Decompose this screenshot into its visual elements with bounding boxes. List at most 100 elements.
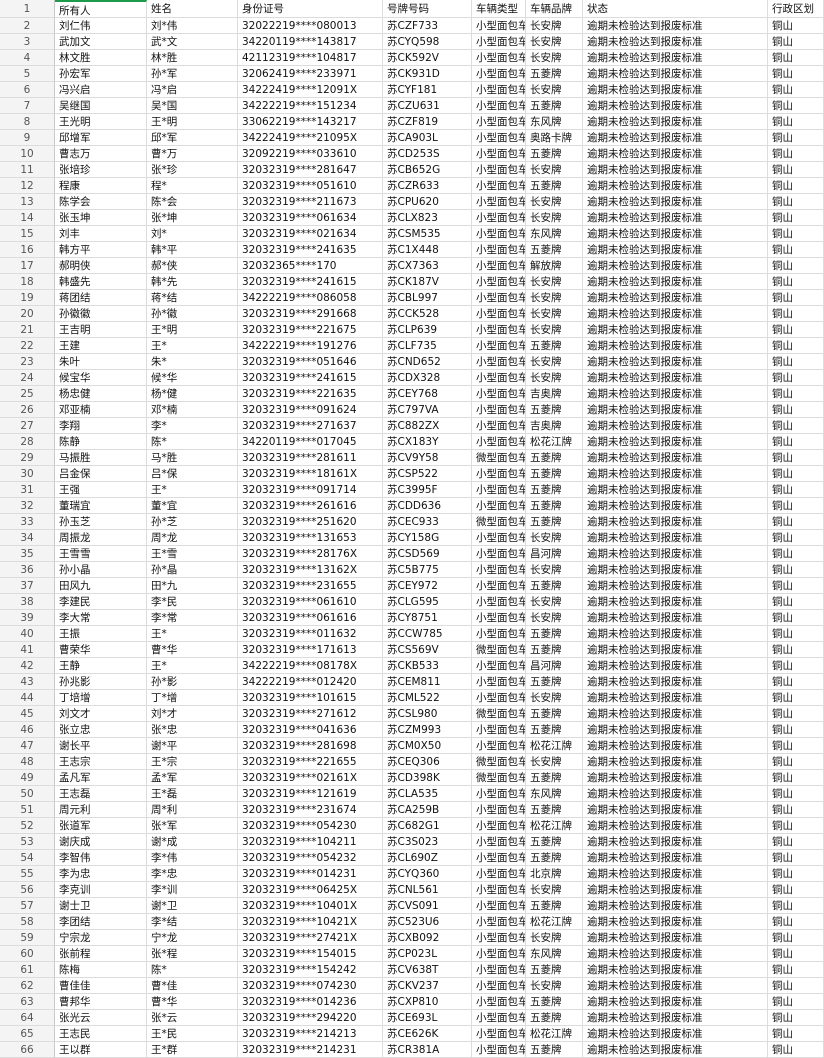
table-cell[interactable]: 苏CXP810 — [383, 994, 472, 1010]
header-cell[interactable]: 姓名 — [147, 0, 238, 18]
table-cell[interactable]: 32032319****104211 — [238, 834, 383, 850]
table-cell[interactable]: 孙玉芝 — [55, 514, 147, 530]
table-cell[interactable]: 张玉坤 — [55, 210, 147, 226]
table-cell[interactable]: 候宝华 — [55, 370, 147, 386]
row-number[interactable]: 47 — [0, 738, 55, 754]
table-cell[interactable]: 长安牌 — [526, 530, 583, 546]
row-number[interactable]: 51 — [0, 802, 55, 818]
table-cell[interactable]: 32032319****241615 — [238, 274, 383, 290]
table-cell[interactable]: 吕金保 — [55, 466, 147, 482]
table-cell[interactable]: 长安牌 — [526, 610, 583, 626]
table-cell[interactable]: 苏CZU631 — [383, 98, 472, 114]
table-cell[interactable]: 小型面包车 — [472, 834, 526, 850]
table-cell[interactable]: 长安牌 — [526, 194, 583, 210]
table-cell[interactable]: 32032319****13162X — [238, 562, 383, 578]
table-cell[interactable]: 小型面包车 — [472, 978, 526, 994]
table-cell[interactable]: 逾期未检验达到报废标准 — [583, 802, 768, 818]
table-cell[interactable]: 谢*卫 — [147, 898, 238, 914]
table-cell[interactable]: 小型面包车 — [472, 898, 526, 914]
table-cell[interactable]: 曹*万 — [147, 146, 238, 162]
table-cell[interactable]: 苏CYF181 — [383, 82, 472, 98]
table-cell[interactable]: 武*文 — [147, 34, 238, 50]
table-cell[interactable]: 逾期未检验达到报废标准 — [583, 226, 768, 242]
table-cell[interactable]: 王* — [147, 626, 238, 642]
table-cell[interactable]: 小型面包车 — [472, 98, 526, 114]
table-cell[interactable]: 李大常 — [55, 610, 147, 626]
table-cell[interactable]: 苏CZF819 — [383, 114, 472, 130]
table-cell[interactable]: 长安牌 — [526, 690, 583, 706]
table-cell[interactable]: 李团结 — [55, 914, 147, 930]
header-cell[interactable]: 所有人 — [55, 0, 147, 18]
table-cell[interactable]: 五菱牌 — [526, 578, 583, 594]
table-cell[interactable]: 苏C3995F — [383, 482, 472, 498]
table-cell[interactable]: 苏CL690Z — [383, 850, 472, 866]
table-cell[interactable]: 32032319****221635 — [238, 386, 383, 402]
table-cell[interactable]: 铜山 — [768, 674, 824, 690]
table-cell[interactable]: 苏CE693L — [383, 1010, 472, 1026]
table-cell[interactable]: 小型面包车 — [472, 866, 526, 882]
table-cell[interactable]: 王雪雪 — [55, 546, 147, 562]
table-cell[interactable]: 32032319****214231 — [238, 1042, 383, 1058]
table-cell[interactable]: 长安牌 — [526, 370, 583, 386]
row-number[interactable]: 58 — [0, 914, 55, 930]
table-cell[interactable]: 苏CCW785 — [383, 626, 472, 642]
table-cell[interactable]: 铜山 — [768, 162, 824, 178]
table-cell[interactable]: 小型面包车 — [472, 818, 526, 834]
table-cell[interactable]: 李克训 — [55, 882, 147, 898]
table-cell[interactable]: 王光明 — [55, 114, 147, 130]
table-cell[interactable]: 小型面包车 — [472, 546, 526, 562]
row-number[interactable]: 3 — [0, 34, 55, 50]
table-cell[interactable]: 32032319****231655 — [238, 578, 383, 594]
table-cell[interactable]: 苏CB652G — [383, 162, 472, 178]
table-cell[interactable]: 逾期未检验达到报废标准 — [583, 594, 768, 610]
row-number[interactable]: 52 — [0, 818, 55, 834]
table-cell[interactable]: 苏CZR633 — [383, 178, 472, 194]
table-cell[interactable]: 苏CV638T — [383, 962, 472, 978]
table-cell[interactable]: 蒋团结 — [55, 290, 147, 306]
row-number[interactable]: 42 — [0, 658, 55, 674]
table-cell[interactable]: 34222219****012420 — [238, 674, 383, 690]
row-number[interactable]: 62 — [0, 978, 55, 994]
table-cell[interactable]: 小型面包车 — [472, 962, 526, 978]
table-cell[interactable]: 铜山 — [768, 114, 824, 130]
table-cell[interactable]: 孙*军 — [147, 66, 238, 82]
row-number[interactable]: 64 — [0, 1010, 55, 1026]
table-cell[interactable]: 逾期未检验达到报废标准 — [583, 306, 768, 322]
table-cell[interactable]: 五菱牌 — [526, 1042, 583, 1058]
table-cell[interactable]: 苏C3S023 — [383, 834, 472, 850]
table-cell[interactable]: 逾期未检验达到报废标准 — [583, 514, 768, 530]
table-cell[interactable]: 逾期未检验达到报废标准 — [583, 290, 768, 306]
table-cell[interactable]: 32032365****170 — [238, 258, 383, 274]
table-cell[interactable]: 王*磊 — [147, 786, 238, 802]
row-number[interactable]: 63 — [0, 994, 55, 1010]
table-cell[interactable]: 孙*晶 — [147, 562, 238, 578]
table-cell[interactable]: 李*民 — [147, 594, 238, 610]
table-cell[interactable]: 铜山 — [768, 418, 824, 434]
table-cell[interactable]: 张*忠 — [147, 722, 238, 738]
table-cell[interactable]: 王* — [147, 658, 238, 674]
table-cell[interactable]: 逾期未检验达到报废标准 — [583, 242, 768, 258]
table-cell[interactable]: 孙小晶 — [55, 562, 147, 578]
table-cell[interactable]: 曹*华 — [147, 642, 238, 658]
row-number[interactable]: 23 — [0, 354, 55, 370]
table-cell[interactable]: 周振龙 — [55, 530, 147, 546]
table-cell[interactable]: 五菱牌 — [526, 674, 583, 690]
table-cell[interactable]: 逾期未检验达到报废标准 — [583, 674, 768, 690]
table-cell[interactable]: 苏CNL561 — [383, 882, 472, 898]
row-number[interactable]: 9 — [0, 130, 55, 146]
table-cell[interactable]: 五菱牌 — [526, 450, 583, 466]
table-cell[interactable]: 昌河牌 — [526, 658, 583, 674]
table-cell[interactable]: 长安牌 — [526, 162, 583, 178]
table-cell[interactable]: 逾期未检验达到报废标准 — [583, 978, 768, 994]
table-cell[interactable]: 铜山 — [768, 546, 824, 562]
table-cell[interactable]: 孟凡军 — [55, 770, 147, 786]
table-cell[interactable]: 朱* — [147, 354, 238, 370]
table-cell[interactable]: 铜山 — [768, 178, 824, 194]
table-cell[interactable]: 32032319****061634 — [238, 210, 383, 226]
table-cell[interactable]: 张*军 — [147, 818, 238, 834]
table-cell[interactable]: 34222419****12091X — [238, 82, 383, 98]
table-cell[interactable]: 逾期未检验达到报废标准 — [583, 210, 768, 226]
row-number[interactable]: 57 — [0, 898, 55, 914]
table-cell[interactable]: 小型面包车 — [472, 146, 526, 162]
table-cell[interactable]: 逾期未检验达到报废标准 — [583, 162, 768, 178]
